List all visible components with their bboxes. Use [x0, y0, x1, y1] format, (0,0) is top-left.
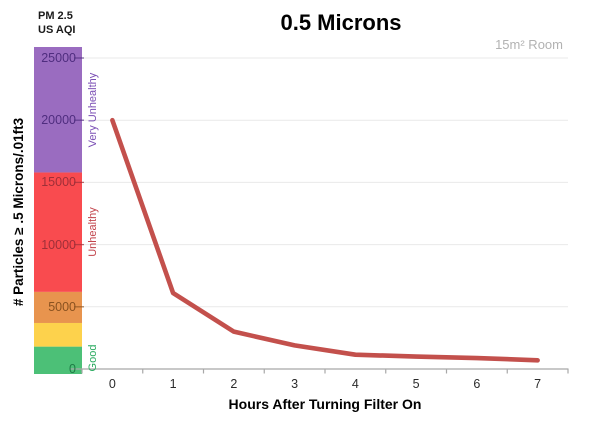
- y-tick-label: 5000: [48, 299, 76, 314]
- aqi-band-unhealthy: [34, 172, 82, 292]
- y-tick-label: 15000: [41, 175, 76, 190]
- aqi-band-very-unhealthy: [34, 47, 82, 173]
- x-tick-label: 4: [351, 377, 359, 391]
- y-tick-label: 20000: [41, 113, 76, 128]
- y-tick-label: 25000: [41, 51, 76, 65]
- data-line: [110, 117, 540, 363]
- aqi-category-label: Very Unhealthy: [87, 72, 99, 148]
- x-tick-label: 2: [230, 377, 238, 391]
- x-tick-label: 6: [473, 377, 481, 391]
- pm25-label-line2: US AQI: [38, 24, 76, 36]
- x-tick-label: 5: [412, 377, 420, 391]
- y-tick-label: 10000: [41, 237, 76, 252]
- aqi-band-1: [34, 322, 82, 347]
- x-tick-label: 0: [108, 377, 116, 391]
- y-tick-label: 0: [69, 362, 76, 376]
- y-axis-title: # Particles ≥ .5 Microns/.01ft3: [11, 117, 26, 307]
- chart-title: 0.5 Microns: [280, 10, 402, 35]
- x-tick-label: 7: [534, 377, 542, 391]
- x-tick-label: 1: [169, 377, 177, 391]
- pm25-label-line1: PM 2.5: [38, 10, 73, 22]
- room-size-label: 15m² Room: [495, 37, 563, 52]
- pm25-us-aqi-label: PM 2.5 US AQI: [38, 9, 76, 37]
- x-axis-title: Hours After Turning Filter On: [228, 396, 422, 412]
- x-tick-label: 3: [291, 377, 299, 391]
